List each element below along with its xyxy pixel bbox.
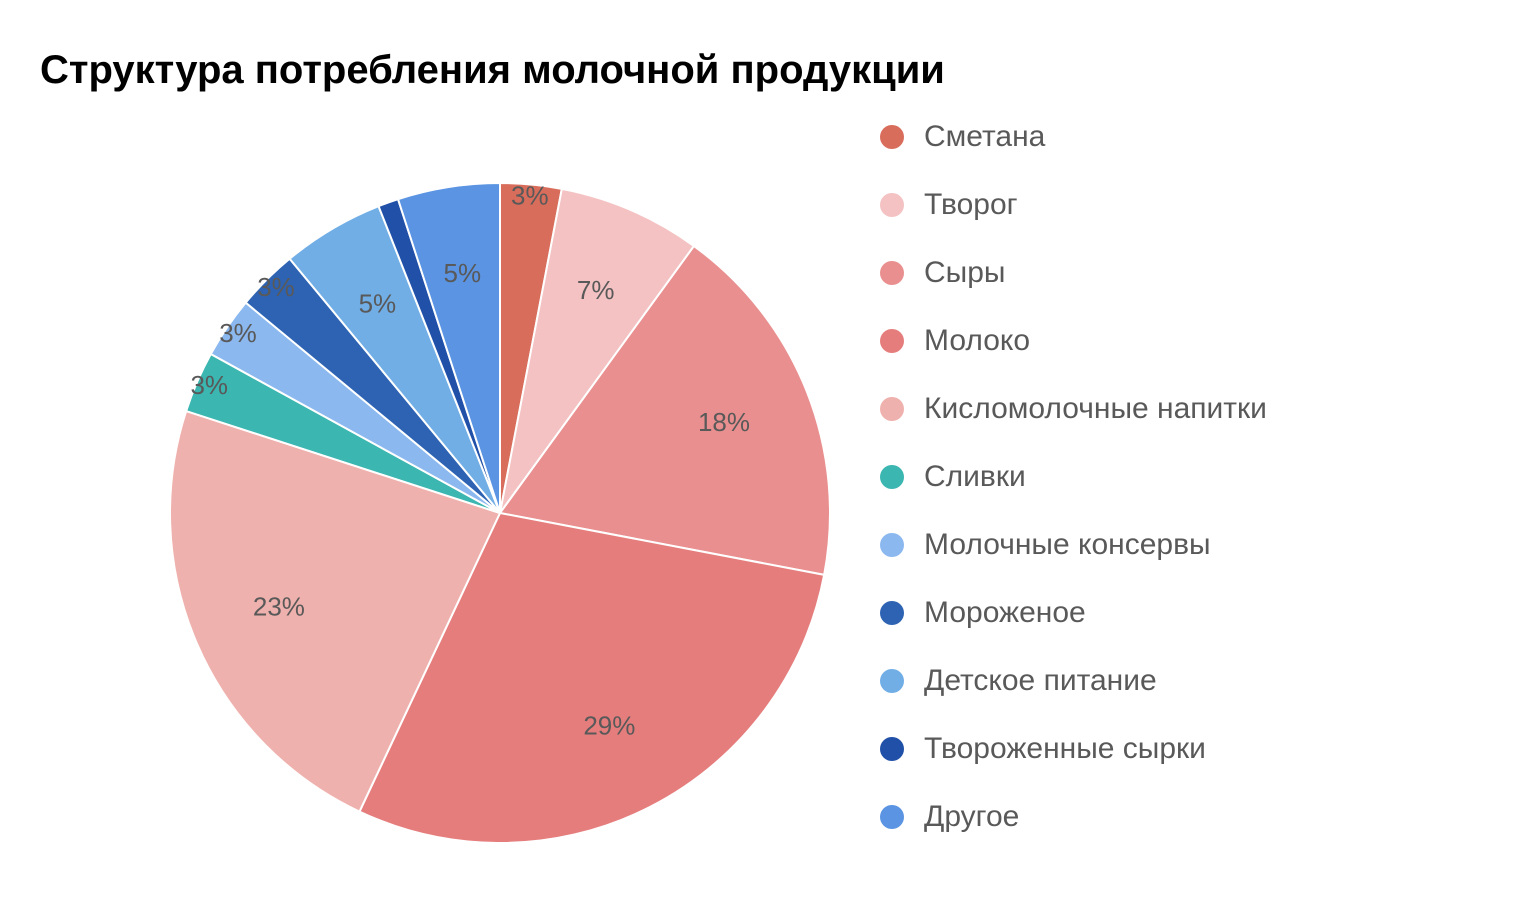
legend-label: Сыры <box>924 256 1005 290</box>
pie-slice-pct: 23% <box>253 592 305 622</box>
legend-marker <box>880 669 904 693</box>
legend-label: Твороженные сырки <box>924 732 1206 766</box>
legend-item: Творог <box>880 188 1267 222</box>
pie-slice-pct: 3% <box>219 318 257 348</box>
legend-label: Сливки <box>924 460 1026 494</box>
legend-marker <box>880 125 904 149</box>
legend-marker <box>880 805 904 829</box>
pie-slice-pct: 5% <box>444 258 482 288</box>
legend-item: Сыры <box>880 256 1267 290</box>
legend-item: Сливки <box>880 460 1267 494</box>
pie-slice-pct: 7% <box>577 275 615 305</box>
pie-slice-pct: 3% <box>511 180 549 210</box>
pie-slice-pct: 5% <box>359 289 397 319</box>
legend-item: Молоко <box>880 324 1267 358</box>
pie-svg: 3%7%18%29%23%3%3%3%5%5% <box>40 113 850 863</box>
legend-marker <box>880 261 904 285</box>
legend-marker <box>880 465 904 489</box>
legend-marker <box>880 397 904 421</box>
legend-marker <box>880 329 904 353</box>
pie-chart: 3%7%18%29%23%3%3%3%5%5% <box>40 113 850 868</box>
legend-item: Другое <box>880 800 1267 834</box>
pie-slice-pct: 3% <box>190 370 228 400</box>
legend-label: Другое <box>924 800 1019 834</box>
legend-label: Кисломолочные напитки <box>924 392 1267 426</box>
chart-row: 3%7%18%29%23%3%3%3%5%5% СметанаТворогСыр… <box>40 113 1482 868</box>
legend-item: Твороженные сырки <box>880 732 1267 766</box>
legend-label: Детское питание <box>924 664 1157 698</box>
pie-slice-pct: 29% <box>583 711 635 741</box>
legend-item: Мороженое <box>880 596 1267 630</box>
legend-label: Сметана <box>924 120 1045 154</box>
page: Структура потребления молочной продукции… <box>0 0 1522 922</box>
legend-marker <box>880 533 904 557</box>
legend-label: Мороженое <box>924 596 1086 630</box>
pie-slice-pct: 18% <box>698 407 750 437</box>
pie-slice-pct: 3% <box>257 272 295 302</box>
legend-marker <box>880 601 904 625</box>
chart-title: Структура потребления молочной продукции <box>40 48 1482 93</box>
legend-marker <box>880 737 904 761</box>
legend-label: Творог <box>924 188 1018 222</box>
legend-item: Кисломолочные напитки <box>880 392 1267 426</box>
legend-item: Сметана <box>880 120 1267 154</box>
legend-label: Молочные консервы <box>924 528 1211 562</box>
legend-marker <box>880 193 904 217</box>
legend-label: Молоко <box>924 324 1030 358</box>
legend-item: Молочные консервы <box>880 528 1267 562</box>
legend: Сметана Творог Сыры Молоко Кисломолочные нап… <box>880 120 1267 834</box>
legend-item: Детское питание <box>880 664 1267 698</box>
